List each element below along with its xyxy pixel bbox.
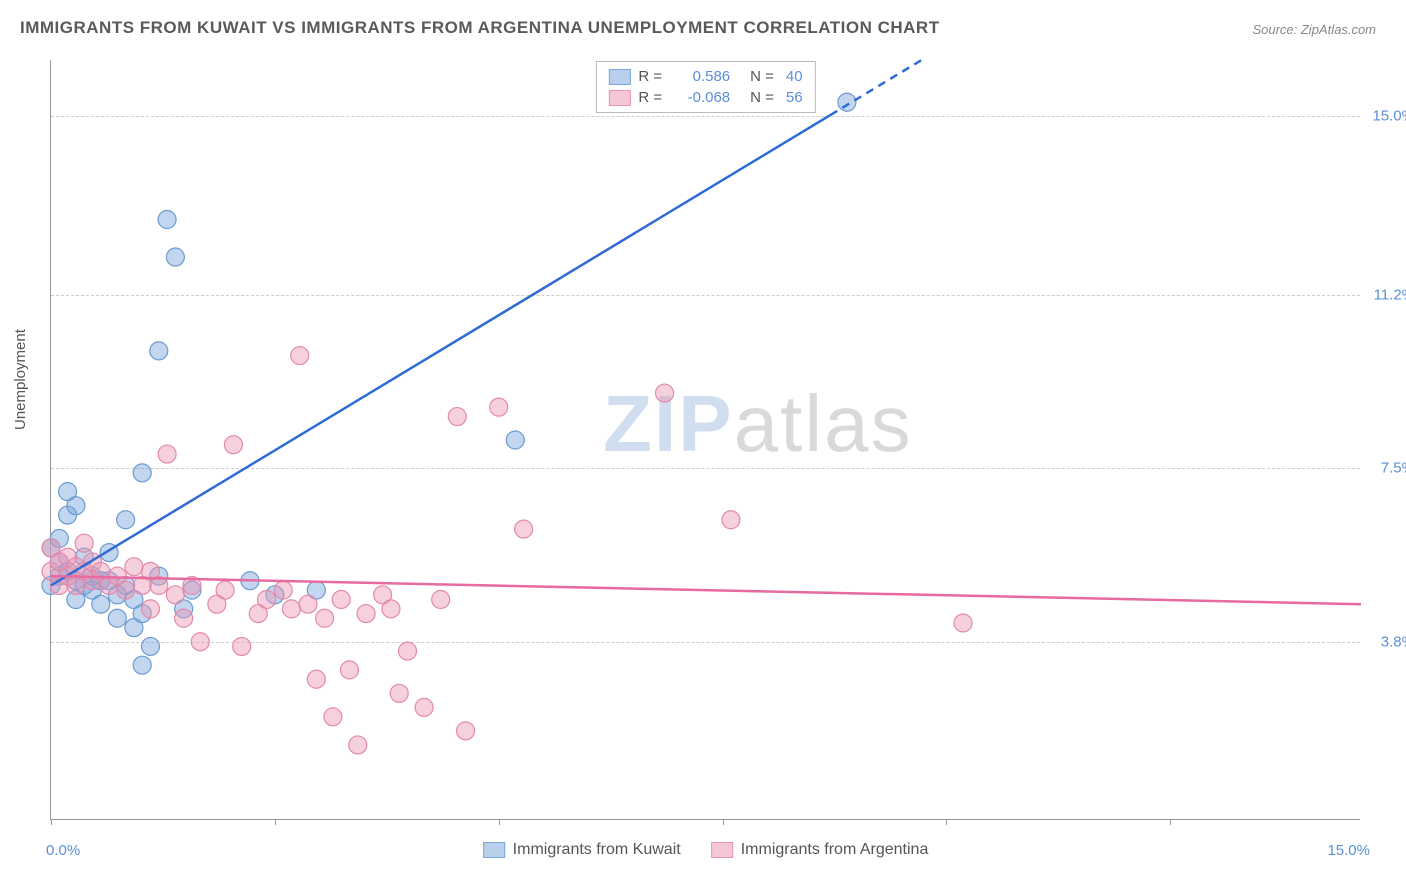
data-point	[117, 511, 135, 529]
data-point	[382, 600, 400, 618]
data-point	[432, 591, 450, 609]
data-point	[150, 342, 168, 360]
data-point	[166, 248, 184, 266]
data-point	[133, 656, 151, 674]
source-attribution: Source: ZipAtlas.com	[1252, 22, 1376, 37]
n-value-kuwait: 40	[786, 68, 803, 85]
y-tick-label: 11.2%	[1374, 286, 1406, 303]
swatch-kuwait	[608, 69, 630, 85]
data-point	[448, 408, 466, 426]
chart-plot-area: ZIPatlas R = 0.586 N = 40 R = -0.068 N =…	[50, 60, 1360, 820]
data-point	[166, 586, 184, 604]
x-axis-max-label: 15.0%	[1327, 842, 1370, 859]
y-tick-label: 15.0%	[1372, 108, 1406, 125]
legend-item-kuwait: Immigrants from Kuwait	[483, 841, 681, 859]
data-point	[299, 595, 317, 613]
data-point	[125, 558, 143, 576]
data-point	[324, 708, 342, 726]
r-label: R =	[638, 68, 662, 85]
data-point	[838, 93, 856, 111]
data-point	[133, 464, 151, 482]
x-tick-mark	[723, 819, 724, 825]
swatch-argentina-icon	[711, 842, 733, 858]
trend-line-dashed	[830, 60, 921, 115]
data-point	[340, 661, 358, 679]
y-tick-label: 3.8%	[1381, 633, 1406, 650]
data-point	[158, 445, 176, 463]
data-point	[490, 398, 508, 416]
n-label: N =	[750, 89, 774, 106]
data-point	[415, 698, 433, 716]
r-label: R =	[638, 89, 662, 106]
data-point	[224, 436, 242, 454]
data-point	[316, 609, 334, 627]
data-point	[117, 581, 135, 599]
y-axis-label: Unemployment	[12, 329, 29, 430]
legend-row-argentina: R = -0.068 N = 56	[608, 87, 802, 108]
data-point	[141, 600, 159, 618]
data-point	[233, 637, 251, 655]
data-point	[307, 670, 325, 688]
data-point	[332, 591, 350, 609]
data-point	[108, 609, 126, 627]
data-point	[954, 614, 972, 632]
data-point	[506, 431, 524, 449]
legend-label-argentina: Immigrants from Argentina	[741, 841, 929, 859]
trend-line	[51, 576, 1361, 604]
data-point	[515, 520, 533, 538]
legend-label-kuwait: Immigrants from Kuwait	[513, 841, 681, 859]
data-point	[67, 497, 85, 515]
data-point	[291, 347, 309, 365]
swatch-kuwait-icon	[483, 842, 505, 858]
data-point	[357, 605, 375, 623]
data-point	[399, 642, 417, 660]
n-value-argentina: 56	[786, 89, 803, 106]
data-point	[141, 637, 159, 655]
x-tick-mark	[51, 819, 52, 825]
series-legend: Immigrants from Kuwait Immigrants from A…	[483, 841, 929, 859]
x-tick-mark	[499, 819, 500, 825]
data-point	[274, 581, 292, 599]
data-point	[349, 736, 367, 754]
data-point	[722, 511, 740, 529]
chart-title: IMMIGRANTS FROM KUWAIT VS IMMIGRANTS FRO…	[20, 18, 940, 38]
data-point	[216, 581, 234, 599]
legend-row-kuwait: R = 0.586 N = 40	[608, 66, 802, 87]
y-tick-label: 7.5%	[1381, 460, 1406, 477]
data-point	[92, 595, 110, 613]
data-point	[457, 722, 475, 740]
data-point	[282, 600, 300, 618]
data-point	[390, 684, 408, 702]
x-tick-mark	[275, 819, 276, 825]
data-point	[191, 633, 209, 651]
data-point	[656, 384, 674, 402]
data-point	[175, 609, 193, 627]
correlation-legend: R = 0.586 N = 40 R = -0.068 N = 56	[595, 61, 815, 113]
x-tick-mark	[1170, 819, 1171, 825]
x-axis-min-label: 0.0%	[46, 842, 80, 859]
data-point	[258, 591, 276, 609]
data-point	[75, 534, 93, 552]
n-label: N =	[750, 68, 774, 85]
swatch-argentina	[608, 90, 630, 106]
scatter-svg	[51, 60, 1360, 819]
x-tick-mark	[946, 819, 947, 825]
data-point	[158, 211, 176, 229]
legend-item-argentina: Immigrants from Argentina	[711, 841, 929, 859]
r-value-kuwait: 0.586	[670, 68, 730, 85]
r-value-argentina: -0.068	[670, 89, 730, 106]
